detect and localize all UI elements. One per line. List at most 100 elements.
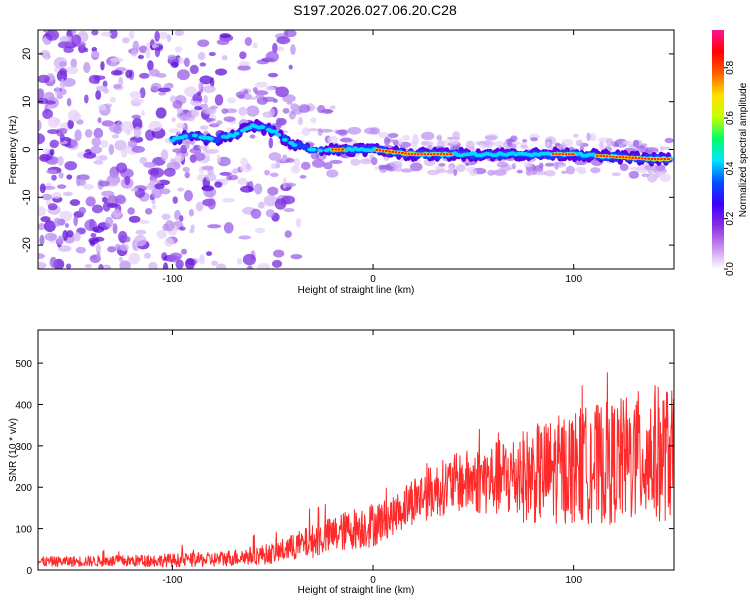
heatmap-cell	[130, 49, 138, 57]
heatmap-cell	[62, 191, 73, 197]
spectrogram-xlabel: Height of straight line (km)	[298, 285, 415, 296]
heatmap-cell	[538, 162, 544, 169]
heatmap-cell	[452, 131, 461, 140]
heatmap-cell	[128, 30, 135, 40]
heatmap-cell	[374, 166, 379, 170]
heatmap-cell	[41, 193, 53, 201]
heatmap-cell	[239, 51, 247, 60]
heatmap-cell	[449, 153, 453, 156]
heatmap-cell	[90, 232, 97, 238]
heatmap-cell	[249, 96, 257, 100]
heatmap-cell	[383, 136, 391, 146]
heatmap-cell	[176, 122, 185, 129]
heatmap-cell	[184, 86, 198, 97]
heatmap-cell	[162, 262, 169, 269]
heatmap-cell	[265, 51, 279, 63]
heatmap-cell	[286, 101, 293, 105]
heatmap-cell	[245, 163, 251, 170]
heatmap-cell	[83, 152, 97, 159]
chart-title: S197.2026.027.06.20.C28	[293, 2, 457, 18]
heatmap-cell	[144, 252, 151, 259]
heatmap-cell	[201, 185, 215, 192]
heatmap-cell	[264, 169, 270, 176]
heatmap-cell	[530, 137, 538, 142]
heatmap-cell	[225, 108, 238, 114]
heatmap-cell	[219, 171, 232, 176]
heatmap-cell	[511, 163, 517, 170]
heatmap-cell	[276, 36, 291, 45]
heatmap-cell	[410, 162, 423, 172]
heatmap-cell	[239, 61, 251, 67]
heatmap-cell	[170, 95, 177, 103]
heatmap-cell	[59, 68, 68, 76]
heatmap-cell	[531, 170, 537, 176]
heatmap-cell	[169, 158, 176, 163]
heatmap-cell	[40, 216, 51, 223]
heatmap-cell	[109, 96, 116, 103]
colorbar-tick-label: 0.6	[725, 111, 736, 125]
heatmap-cell	[166, 34, 172, 43]
heatmap-cell	[282, 182, 297, 188]
heatmap-cell	[605, 138, 614, 147]
heatmap-cell	[445, 169, 454, 174]
heatmap-cell	[38, 206, 46, 217]
heatmap-cell	[197, 145, 210, 150]
heatmap-cell	[98, 104, 107, 111]
heatmap-cell	[189, 228, 195, 234]
heatmap-cell	[51, 192, 62, 199]
heatmap-cell	[214, 181, 223, 188]
heatmap-cell	[56, 94, 64, 100]
heatmap-cell	[267, 186, 279, 196]
heatmap-cell	[199, 125, 209, 130]
heatmap-cell	[499, 167, 513, 171]
heatmap-cell	[73, 214, 78, 227]
heatmap-cell	[223, 222, 234, 234]
heatmap-cell	[267, 72, 279, 78]
heatmap-cell	[183, 189, 193, 202]
heatmap-cell	[50, 148, 55, 156]
heatmap-cell	[210, 77, 215, 88]
heatmap-cell	[131, 114, 142, 119]
heatmap-cell	[579, 146, 585, 151]
spectrogram-ytick-label: 10	[21, 96, 33, 108]
snr-line-series	[38, 372, 674, 568]
heatmap-cell	[244, 36, 252, 46]
heatmap-cell	[290, 253, 303, 260]
heatmap-cell	[128, 252, 141, 265]
heatmap-cell	[241, 108, 248, 115]
heatmap-cell	[118, 76, 124, 87]
heatmap-cell	[221, 108, 229, 114]
heatmap-cell	[206, 251, 213, 256]
heatmap-cell	[191, 133, 198, 138]
heatmap-cell	[464, 162, 470, 167]
heatmap-cell	[228, 174, 239, 181]
heatmap-cell	[111, 134, 120, 139]
heatmap-cell	[252, 87, 258, 93]
heatmap-cell	[107, 246, 117, 253]
heatmap-cell	[655, 173, 661, 179]
heatmap-cell	[207, 224, 222, 229]
heatmap-cell	[139, 72, 150, 79]
heatmap-cell	[183, 57, 190, 67]
heatmap-cell	[370, 157, 378, 166]
heatmap-cell	[113, 208, 121, 219]
heatmap-cell	[300, 161, 311, 171]
heatmap-cell	[252, 42, 258, 49]
heatmap-cell	[179, 215, 184, 222]
heatmap-cell	[493, 169, 507, 176]
heatmap-cell	[572, 133, 579, 138]
heatmap-cell	[622, 140, 633, 146]
heatmap-cell	[274, 198, 287, 210]
heatmap-cell	[110, 69, 123, 76]
heatmap-cell	[411, 136, 420, 145]
heatmap-cell	[255, 94, 265, 99]
heatmap-cell	[290, 44, 296, 56]
heatmap-cell	[88, 74, 101, 85]
heatmap-cell	[208, 123, 220, 128]
heatmap-cell	[115, 162, 128, 174]
heatmap-cell	[238, 235, 252, 240]
heatmap-cell	[275, 132, 282, 137]
heatmap-cell	[125, 69, 133, 79]
heatmap-cell	[72, 111, 82, 122]
heatmap-cell	[189, 64, 199, 75]
